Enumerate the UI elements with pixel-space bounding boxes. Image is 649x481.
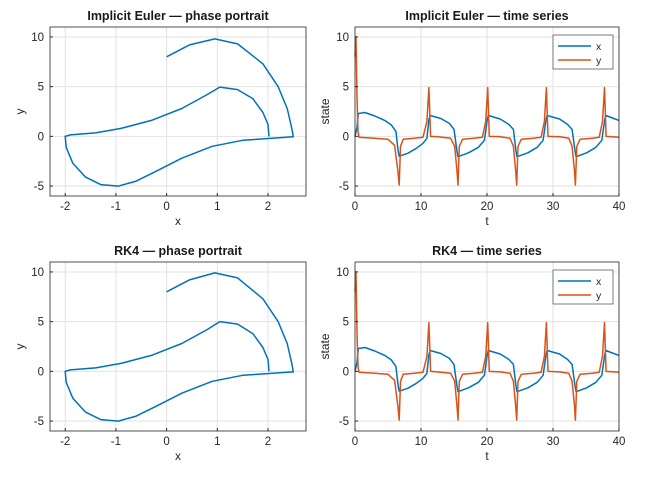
x-axis-label: t bbox=[485, 214, 489, 228]
legend-label-x: x bbox=[596, 41, 602, 53]
y-tick-label: 0 bbox=[343, 131, 349, 143]
y-axis-label: y bbox=[13, 109, 27, 115]
series-line-0 bbox=[64, 272, 295, 422]
plot-area bbox=[50, 262, 306, 431]
plot-area bbox=[50, 27, 306, 196]
y-axis-label: state bbox=[318, 333, 332, 359]
series-line-x bbox=[354, 111, 620, 158]
x-tick-label: 20 bbox=[481, 201, 494, 213]
x-tick-label: 1 bbox=[214, 201, 220, 213]
series-line-x bbox=[354, 346, 620, 393]
y-tick-label: 5 bbox=[38, 317, 44, 329]
x-tick-label: 0 bbox=[352, 201, 358, 213]
x-tick-label: 10 bbox=[415, 436, 428, 448]
x-axis-label: x bbox=[175, 449, 181, 463]
legend-label-y: y bbox=[596, 290, 602, 302]
x-tick-label: -2 bbox=[60, 436, 70, 448]
y-axis-label: y bbox=[13, 344, 27, 350]
x-tick-label: -1 bbox=[111, 201, 121, 213]
x-tick-label: 40 bbox=[613, 201, 626, 213]
x-axis-label: t bbox=[485, 449, 489, 463]
x-tick-label: 40 bbox=[613, 436, 626, 448]
x-tick-label: -1 bbox=[111, 436, 121, 448]
x-tick-label: 0 bbox=[352, 436, 358, 448]
series-line-0 bbox=[64, 38, 295, 187]
legend-box bbox=[552, 269, 614, 305]
legend: xy bbox=[552, 269, 614, 305]
y-tick-label: -5 bbox=[339, 181, 349, 193]
x-tick-label: 20 bbox=[481, 436, 494, 448]
axes-box bbox=[49, 261, 307, 432]
legend-box bbox=[552, 34, 614, 70]
x-tick-label: 30 bbox=[547, 436, 560, 448]
x-tick-label: 1 bbox=[214, 436, 220, 448]
legend: xy bbox=[552, 34, 614, 70]
y-tick-label: 10 bbox=[31, 267, 44, 279]
subplot-rk4-phase: -2 -1 0 1 2 -5 0 5 10 RK4 — phase portrait x y bbox=[13, 244, 307, 463]
chart-title: RK4 — phase portrait bbox=[114, 244, 243, 258]
x-tick-label: 2 bbox=[265, 436, 271, 448]
y-tick-label: 5 bbox=[343, 317, 349, 329]
y-tick-label: 5 bbox=[38, 82, 44, 94]
chart-title: Implicit Euler — time series bbox=[405, 9, 568, 23]
x-tick-label: -2 bbox=[60, 201, 70, 213]
x-tick-label: 10 bbox=[415, 201, 428, 213]
y-tick-label: 5 bbox=[343, 82, 349, 94]
y-tick-label: 10 bbox=[336, 32, 349, 44]
x-axis-label: x bbox=[175, 214, 181, 228]
x-tick-label: 2 bbox=[265, 201, 271, 213]
y-tick-label: -5 bbox=[34, 181, 44, 193]
y-tick-label: 10 bbox=[336, 267, 349, 279]
legend-label-y: y bbox=[596, 55, 602, 67]
x-tick-label: 30 bbox=[547, 201, 560, 213]
chart-title: RK4 — time series bbox=[432, 244, 542, 258]
y-tick-label: -5 bbox=[339, 416, 349, 428]
y-tick-label: 0 bbox=[343, 366, 349, 378]
y-axis-label: state bbox=[318, 98, 332, 124]
y-tick-label: 0 bbox=[38, 131, 44, 143]
y-tick-label: -5 bbox=[34, 416, 44, 428]
x-tick-label: 0 bbox=[163, 201, 169, 213]
x-tick-label: 0 bbox=[163, 436, 169, 448]
y-tick-label: 10 bbox=[31, 32, 44, 44]
series-line-y bbox=[354, 271, 620, 421]
legend-label-x: x bbox=[596, 276, 602, 288]
axes-box bbox=[49, 26, 307, 197]
series-line-y bbox=[354, 36, 620, 186]
subplot-implicit-euler-phase: -2 -1 0 1 2 -5 0 5 10 Implicit Euler — phase port… bbox=[13, 9, 307, 228]
y-tick-label: 0 bbox=[38, 366, 44, 378]
chart-title: Implicit Euler — phase portrait bbox=[87, 9, 269, 23]
